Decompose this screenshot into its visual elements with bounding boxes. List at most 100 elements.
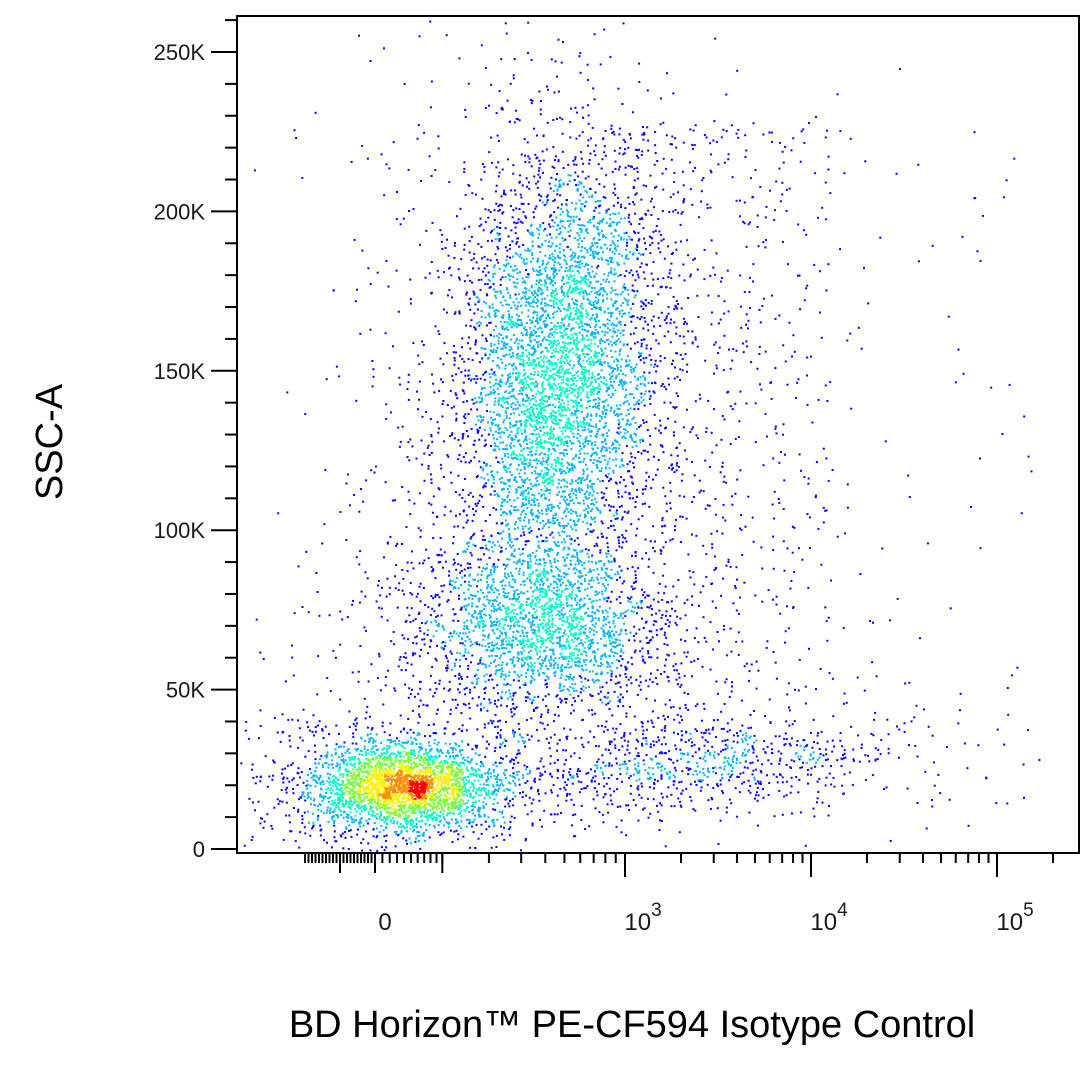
event-point — [359, 787, 362, 790]
event-point — [388, 781, 391, 784]
event-point — [496, 628, 499, 631]
event-point — [505, 407, 508, 410]
event-point — [499, 784, 501, 787]
event-point — [465, 430, 468, 432]
event-point — [446, 751, 449, 754]
event-point — [425, 783, 428, 786]
event-point — [441, 381, 444, 384]
event-point — [570, 327, 573, 330]
event-point — [348, 756, 351, 759]
event-point — [650, 300, 653, 302]
event-point — [404, 796, 407, 799]
event-point — [454, 491, 457, 494]
event-point — [497, 692, 499, 695]
event-point — [510, 321, 513, 323]
event-point — [552, 517, 555, 519]
event-point — [542, 520, 544, 522]
event-point — [404, 815, 407, 818]
event-point — [478, 321, 481, 324]
event-point — [481, 735, 484, 738]
event-point — [447, 776, 450, 779]
event-point — [596, 290, 599, 293]
event-point — [442, 763, 445, 766]
event-point — [386, 739, 389, 741]
event-point — [437, 135, 440, 138]
event-point — [399, 815, 402, 818]
event-point — [587, 486, 589, 489]
event-point — [535, 279, 538, 282]
event-point — [539, 445, 542, 448]
event-point — [367, 802, 370, 805]
event-point — [656, 468, 659, 471]
event-point — [594, 350, 597, 353]
event-point — [410, 763, 413, 766]
event-point — [530, 334, 533, 337]
event-point — [336, 798, 339, 801]
event-point — [318, 778, 321, 781]
event-point — [380, 798, 383, 801]
event-point — [526, 141, 529, 144]
event-point — [586, 79, 589, 81]
event-point — [476, 728, 479, 731]
event-point — [390, 785, 393, 788]
event-point — [561, 367, 564, 370]
event-point — [422, 766, 425, 769]
event-point — [407, 821, 410, 824]
event-point — [432, 791, 435, 793]
event-point — [463, 785, 466, 788]
event-point — [360, 781, 363, 784]
event-point — [469, 795, 472, 798]
event-point — [458, 745, 460, 748]
event-point — [519, 355, 522, 358]
event-point — [508, 491, 511, 494]
event-point — [512, 445, 515, 448]
event-point — [349, 762, 352, 765]
event-point — [505, 259, 508, 262]
event-point — [512, 780, 515, 783]
event-point — [579, 502, 582, 505]
event-point — [397, 750, 399, 753]
event-point — [347, 748, 350, 751]
event-point — [455, 829, 458, 832]
event-point — [598, 385, 601, 388]
event-point — [604, 439, 607, 442]
event-point — [357, 789, 360, 792]
event-point — [475, 775, 478, 778]
event-point — [571, 347, 574, 350]
event-point — [423, 811, 425, 813]
event-point — [681, 473, 684, 476]
event-point — [626, 288, 629, 291]
event-point — [491, 783, 494, 786]
event-point — [435, 756, 438, 759]
event-point — [496, 232, 499, 235]
event-point — [335, 782, 338, 785]
event-point — [383, 758, 386, 760]
event-point — [628, 235, 631, 238]
event-point — [489, 386, 492, 389]
event-point — [341, 759, 344, 762]
event-point — [577, 409, 580, 412]
event-point — [575, 568, 578, 571]
event-point — [579, 290, 582, 293]
event-point — [348, 800, 351, 803]
event-point — [312, 774, 315, 777]
event-point — [631, 289, 634, 292]
event-point — [641, 492, 644, 495]
event-point — [383, 772, 386, 775]
event-point — [411, 742, 414, 745]
event-point — [272, 759, 275, 762]
event-point — [380, 819, 383, 822]
event-point — [338, 766, 341, 769]
event-point — [479, 765, 482, 768]
event-point — [461, 768, 464, 771]
event-point — [382, 795, 385, 798]
event-point — [313, 797, 316, 800]
event-point — [542, 457, 545, 460]
event-point — [394, 793, 397, 796]
event-point — [587, 422, 590, 425]
event-point — [629, 435, 632, 438]
event-point — [525, 301, 528, 304]
event-point — [414, 789, 417, 792]
event-point — [487, 769, 490, 772]
event-point — [369, 805, 372, 808]
